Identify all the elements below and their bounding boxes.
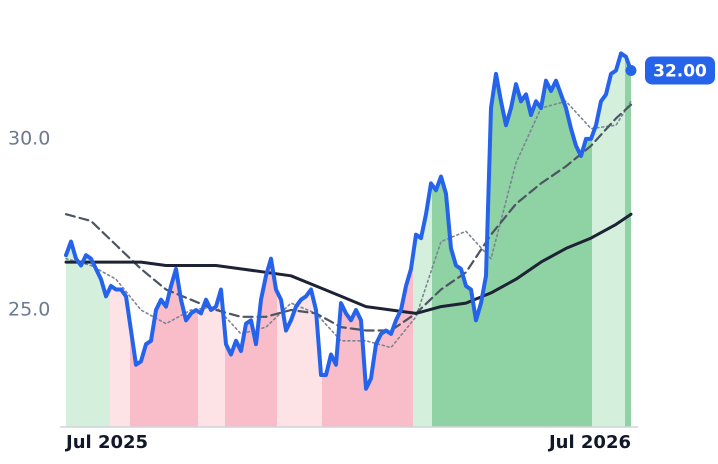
series-line xyxy=(64,103,633,332)
last-point xyxy=(625,64,637,76)
series-line xyxy=(65,100,632,349)
band-layer xyxy=(66,53,631,428)
line-layer xyxy=(64,51,633,391)
signal-band xyxy=(130,268,198,427)
signal-band xyxy=(625,56,631,427)
x-tick-label: Jul 2025 xyxy=(64,432,148,453)
signal-band xyxy=(413,183,432,427)
signal-band xyxy=(277,289,322,427)
axis-layer: 25.0 30.0 Jul 2025 Jul 2026 32.00 xyxy=(8,56,715,453)
signal-band xyxy=(322,255,413,427)
series-line xyxy=(64,212,633,315)
signal-band xyxy=(432,73,592,428)
value-badge-label: 32.00 xyxy=(653,61,707,81)
series-line xyxy=(64,51,633,391)
signal-band xyxy=(66,241,110,427)
value-badge xyxy=(645,56,715,85)
signal-band xyxy=(592,53,625,427)
signal-band xyxy=(198,289,225,427)
signal-band xyxy=(110,286,130,427)
x-tick-label: Jul 2026 xyxy=(547,432,631,453)
y-tick-label: 25.0 xyxy=(8,298,50,320)
signal-band xyxy=(225,258,277,427)
y-tick-label: 30.0 xyxy=(8,127,50,149)
